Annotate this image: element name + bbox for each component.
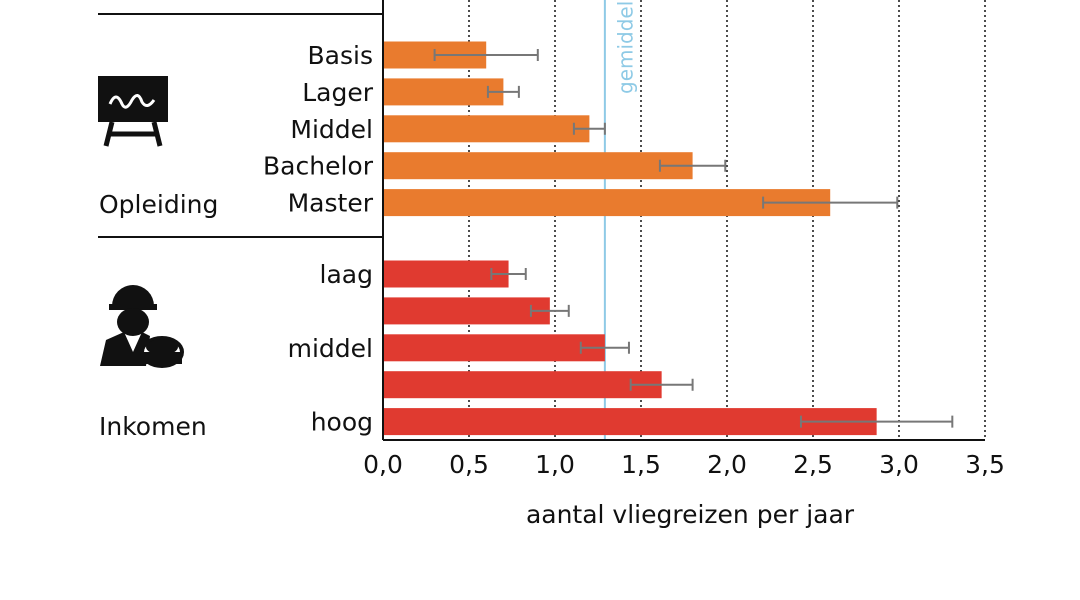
education-icon xyxy=(98,76,168,147)
error-bar xyxy=(579,341,630,354)
bar xyxy=(383,408,877,436)
error-bar xyxy=(799,415,954,428)
error-bar xyxy=(658,159,727,172)
category-label: Lager xyxy=(302,78,373,107)
bar xyxy=(383,297,550,325)
error-bar xyxy=(490,268,527,280)
x-tick-label: 3,0 xyxy=(879,450,919,479)
error-bar xyxy=(529,304,570,317)
error-bar xyxy=(762,196,899,209)
category-label: Master xyxy=(288,189,374,218)
category-label: hoog xyxy=(311,408,373,437)
error-bar xyxy=(433,49,539,61)
x-tick-label: 2,5 xyxy=(793,450,833,479)
category-label: Middel xyxy=(290,115,373,144)
category-label: laag xyxy=(320,260,373,289)
group-label: Opleiding xyxy=(99,190,218,219)
category-label: Bachelor xyxy=(263,152,374,181)
income-icon xyxy=(100,285,184,368)
group-label: Inkomen xyxy=(99,412,207,441)
x-tick-label: 2,0 xyxy=(707,450,747,479)
bar xyxy=(383,78,504,106)
bar xyxy=(383,189,831,217)
bar xyxy=(383,152,693,180)
bar xyxy=(383,334,605,362)
error-bar xyxy=(486,85,520,98)
x-tick-label: 0,5 xyxy=(449,450,489,479)
x-tick-label: 1,5 xyxy=(621,450,661,479)
error-bar xyxy=(629,378,694,391)
error-bar xyxy=(572,122,606,135)
x-axis-label: aantal vliegreizen per jaar xyxy=(526,500,855,529)
bar xyxy=(383,115,590,143)
category-label: middel xyxy=(288,334,373,363)
x-tick-label: 0,0 xyxy=(363,450,403,479)
bar xyxy=(383,371,662,399)
average-label: gemiddeld xyxy=(613,0,637,94)
bar xyxy=(383,260,509,288)
x-tick-label: 3,5 xyxy=(965,450,1005,479)
x-tick-label: 1,0 xyxy=(535,450,575,479)
category-label: Basis xyxy=(308,41,373,70)
